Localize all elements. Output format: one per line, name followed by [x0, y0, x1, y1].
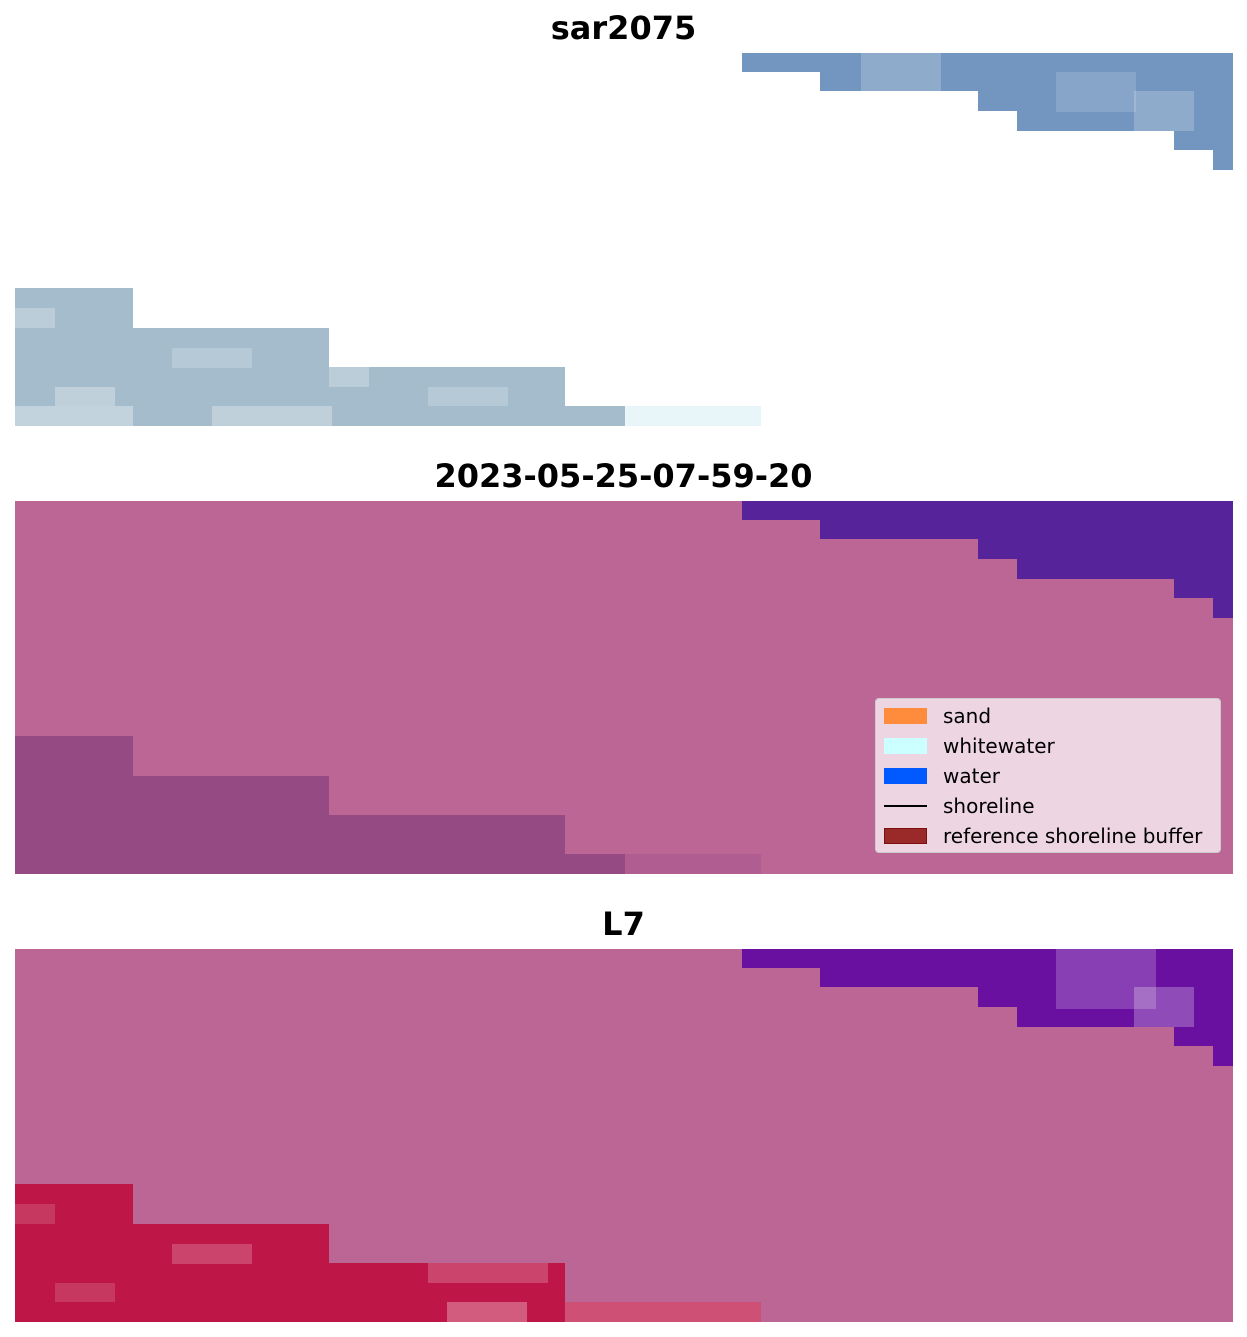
texture-cell [329, 367, 369, 387]
texture-cell [55, 1283, 115, 1302]
lower-region-fade [625, 406, 761, 426]
upper-region [742, 501, 1233, 618]
legend-item-whitewater: whitewater [884, 734, 1055, 758]
panel-title-date: 2023-05-25-07-59-20 [434, 457, 813, 495]
legend-label: shoreline [943, 794, 1035, 818]
legend-label: water [943, 764, 1000, 788]
legend-label: reference shoreline buffer [943, 824, 1203, 848]
legend-item-sand: sand [884, 704, 991, 728]
texture-cell [565, 1302, 761, 1322]
texture-cell [15, 406, 133, 426]
upper-region [742, 53, 1233, 170]
texture-cell [861, 53, 941, 91]
texture-cell [172, 1244, 252, 1264]
sar-image [15, 53, 1233, 426]
texture-cell [428, 1263, 548, 1283]
texture-cell [55, 387, 115, 406]
texture-cell [172, 348, 252, 368]
legend-item-water: water [884, 764, 1000, 788]
water-swatch [884, 768, 927, 784]
texture-cell [1134, 91, 1194, 131]
texture-cell [15, 1204, 55, 1224]
lower-region [15, 1184, 761, 1322]
panel-title-sar: sar2075 [550, 9, 697, 47]
legend: sand whitewater water shoreline referenc… [875, 698, 1221, 853]
texture-cell [447, 1302, 527, 1322]
legend-item-reference-shoreline-buffer: reference shoreline buffer [884, 824, 1202, 848]
legend-item-shoreline: shoreline [884, 794, 1035, 818]
texture-cell [1056, 72, 1136, 112]
shoreline-line [884, 805, 927, 807]
sar-texture [15, 53, 1194, 426]
whitewater-swatch [884, 738, 927, 754]
l7-texture [15, 949, 1194, 1322]
texture-cell [1134, 987, 1194, 1027]
sand-swatch [884, 708, 927, 724]
texture-cell [15, 308, 55, 328]
lower-region [15, 288, 761, 426]
l7-image-panel [15, 949, 1233, 1322]
sar-image-panel [15, 53, 1233, 426]
lower-region [15, 736, 761, 874]
texture-cell [1056, 949, 1156, 1009]
texture-cell [212, 406, 332, 426]
upper-region [742, 949, 1233, 1066]
legend-label: whitewater [943, 734, 1055, 758]
texture-cell [428, 387, 508, 406]
l7-image [15, 949, 1233, 1322]
lower-region-fade [625, 854, 761, 874]
buffer-swatch [884, 828, 927, 844]
legend-label: sand [943, 704, 992, 728]
panel-title-l7: L7 [602, 905, 645, 943]
